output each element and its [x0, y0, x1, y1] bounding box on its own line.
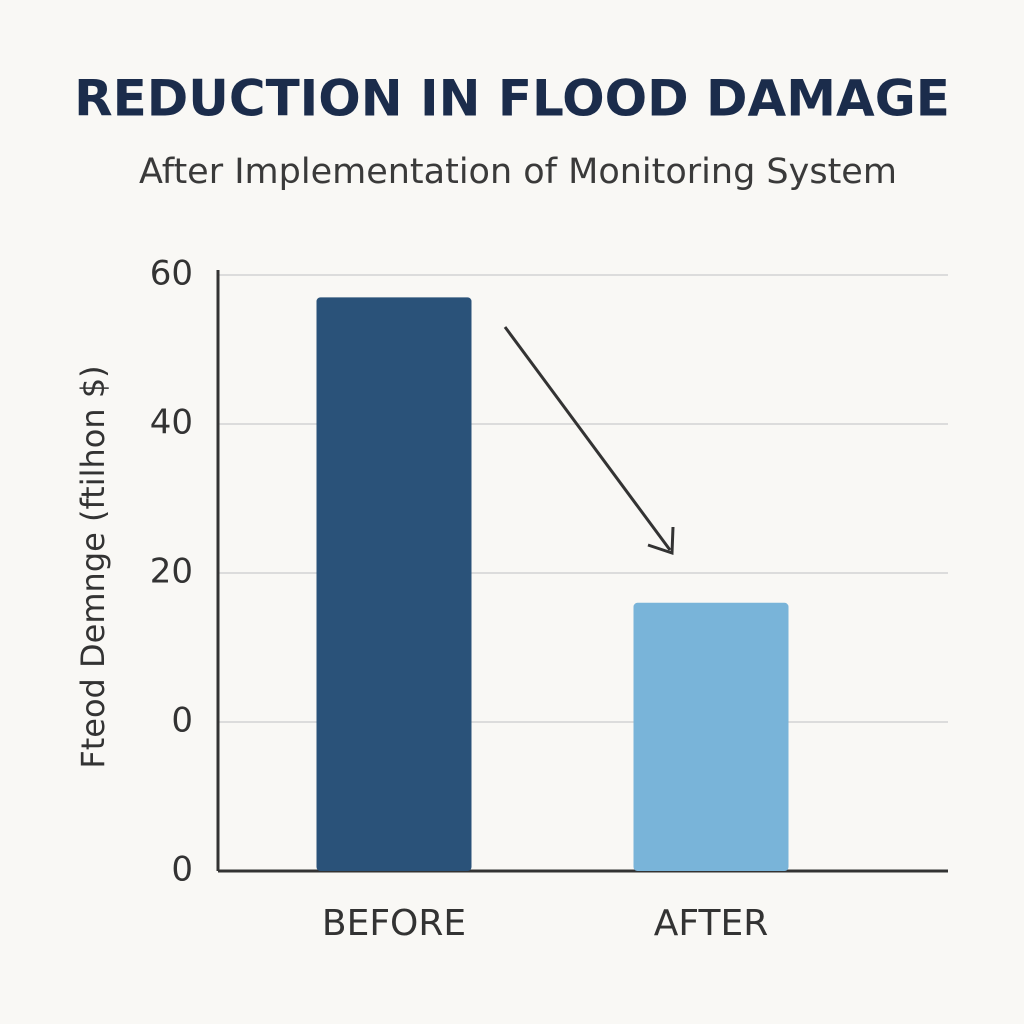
y-tick-label: 60: [150, 254, 193, 294]
trend-arrow: [503, 326, 675, 556]
arrow-head: [647, 526, 675, 556]
chart-title: REDUCTION IN FLOOD DAMAGE: [74, 70, 950, 128]
arrow-line: [503, 326, 672, 551]
y-tick-label: 0: [171, 850, 193, 890]
bar: [316, 297, 472, 872]
plot: 0 0 20 40 60 BEFORE AFTER: [150, 254, 948, 944]
x-tick-label: BEFORE: [322, 903, 466, 944]
y-tick-label: 20: [150, 552, 193, 592]
x-tick-label: AFTER: [654, 903, 768, 944]
y-tick-label: 40: [150, 403, 193, 443]
chart-subtitle: After Implementation of Monitoring Syste…: [139, 152, 897, 192]
bar: [633, 602, 789, 871]
y-axis-label: Fteod Demnge (ftilhon $): [74, 365, 112, 768]
y-tick-label: 0: [171, 701, 193, 741]
